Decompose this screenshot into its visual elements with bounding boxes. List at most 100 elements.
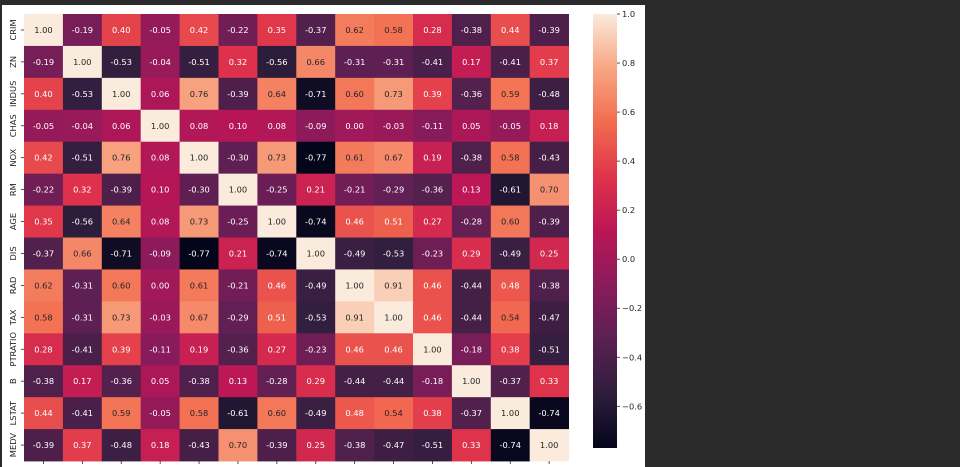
- cell-value-label: 0.38: [423, 408, 441, 418]
- cell-value-label: 0.60: [112, 280, 130, 290]
- heatmap-cell: [179, 237, 219, 270]
- heatmap-cell: [179, 429, 219, 462]
- cell-value-label: -0.49: [305, 408, 326, 418]
- heatmap-cell: [62, 269, 103, 302]
- heatmap-cell: [374, 429, 414, 462]
- heatmap-cell: [24, 333, 64, 366]
- heatmap-cell: [101, 237, 142, 270]
- heatmap-cell: [413, 173, 453, 206]
- cell-value-label: 0.19: [190, 344, 208, 354]
- cell-value-label: 0.73: [190, 217, 208, 227]
- cell-value-label: -0.39: [538, 25, 559, 35]
- cell-value-label: 0.08: [268, 121, 286, 131]
- cell-value-label: 0.51: [268, 312, 286, 322]
- heatmap-cell: [101, 365, 142, 398]
- cell-value-label: 0.13: [229, 376, 247, 386]
- cell-value-label: -0.39: [33, 440, 54, 450]
- heatmap-cell: [335, 301, 375, 334]
- cell-value-label: -0.38: [538, 280, 559, 290]
- cell-value-label: 0.18: [540, 121, 558, 131]
- heatmap-cell: [62, 429, 103, 462]
- heatmap-cell: [257, 77, 297, 111]
- heatmap-cell: [140, 141, 180, 175]
- heatmap-cell: [451, 141, 492, 175]
- cell-value-label: 0.46: [345, 217, 363, 227]
- heatmap-cell: [62, 109, 103, 143]
- cell-value-label: 0.44: [34, 408, 52, 418]
- heatmap-cell: [413, 333, 453, 366]
- heatmap-cell: [490, 77, 531, 111]
- heatmap-cell: [296, 45, 336, 79]
- cell-value-label: -0.28: [266, 376, 287, 386]
- heatmap-cell: [101, 77, 142, 111]
- heatmap-cell: [179, 333, 219, 366]
- heatmap-cell: [179, 365, 219, 398]
- heatmap-cell: [140, 397, 180, 430]
- heatmap-cell: [413, 77, 453, 111]
- heatmap-cell: [335, 77, 375, 111]
- heatmap-cells: 1.00 -0.19 0.40 -0.05 0.42 -0.22 0.35 -0.37 0.62…: [24, 14, 569, 462]
- cell-value-label: -0.77: [188, 248, 209, 258]
- heatmap-cell: [451, 237, 492, 270]
- heatmap-cell: [296, 173, 336, 206]
- cell-value-label: 0.73: [384, 89, 402, 99]
- cell-value-label: -0.53: [383, 248, 404, 258]
- heatmap-cell: [296, 237, 336, 270]
- cell-value-label: 0.64: [112, 217, 130, 227]
- cell-value-label: -0.56: [72, 217, 93, 227]
- heatmap-cell: [296, 205, 336, 238]
- heatmap-cell: [413, 109, 453, 143]
- cell-value-label: -0.44: [461, 280, 482, 290]
- cell-value-label: -0.05: [33, 121, 54, 131]
- cell-value-label: -0.53: [305, 312, 326, 322]
- cell-value-label: -0.18: [422, 376, 443, 386]
- cell-value-label: 0.70: [229, 440, 247, 450]
- heatmap-cell: [529, 237, 569, 270]
- heatmap-cell: [413, 141, 453, 175]
- cell-value-label: -0.36: [111, 376, 132, 386]
- cell-value-label: -0.56: [266, 57, 287, 67]
- y-tick-label: CHAS: [8, 114, 18, 137]
- heatmap-cell: [335, 14, 375, 47]
- cell-value-label: 0.05: [151, 376, 169, 386]
- cell-value-label: 0.44: [501, 25, 519, 35]
- heatmap-cell: [257, 397, 297, 430]
- cell-value-label: 0.37: [540, 57, 558, 67]
- heatmap-cell: [374, 141, 414, 175]
- heatmap-cell: [529, 429, 569, 462]
- cell-value-label: -0.04: [149, 57, 170, 67]
- cell-value-label: 1.00: [34, 25, 52, 35]
- cell-value-label: 0.59: [501, 89, 519, 99]
- cell-value-label: 0.58: [34, 312, 52, 322]
- heatmap-cell: [296, 109, 336, 143]
- cell-value-label: 0.66: [307, 57, 325, 67]
- heatmap-cell: [335, 109, 375, 143]
- cell-value-label: 0.62: [34, 280, 52, 290]
- heatmap-cell: [257, 45, 297, 79]
- heatmap-cell: [490, 237, 531, 270]
- colorbar-tick-label: −0.4: [622, 352, 642, 362]
- heatmap-cell: [374, 205, 414, 238]
- heatmap-cell: [257, 141, 297, 175]
- heatmap-cell: [257, 173, 297, 206]
- heatmap-cell: [179, 269, 219, 302]
- heatmap-cell: [218, 333, 258, 366]
- cell-value-label: 0.35: [34, 217, 52, 227]
- heatmap-cell: [374, 237, 414, 270]
- cell-value-label: 0.76: [112, 153, 130, 163]
- cell-value-label: 0.46: [423, 280, 441, 290]
- cell-value-label: -0.38: [461, 25, 482, 35]
- heatmap-cell: [490, 14, 531, 47]
- heatmap-cell: [179, 205, 219, 238]
- cell-value-label: 0.21: [229, 248, 247, 258]
- heatmap-cell: [335, 397, 375, 430]
- cell-value-label: 0.33: [540, 376, 558, 386]
- cell-value-label: -0.22: [227, 25, 248, 35]
- cell-value-label: 0.61: [345, 153, 363, 163]
- cell-value-label: 0.21: [307, 185, 325, 195]
- heatmap-cell: [101, 269, 142, 302]
- cell-value-label: -0.05: [149, 408, 170, 418]
- cell-value-label: 0.91: [384, 280, 402, 290]
- y-tick-label: TAX: [8, 309, 18, 326]
- heatmap-cell: [374, 45, 414, 79]
